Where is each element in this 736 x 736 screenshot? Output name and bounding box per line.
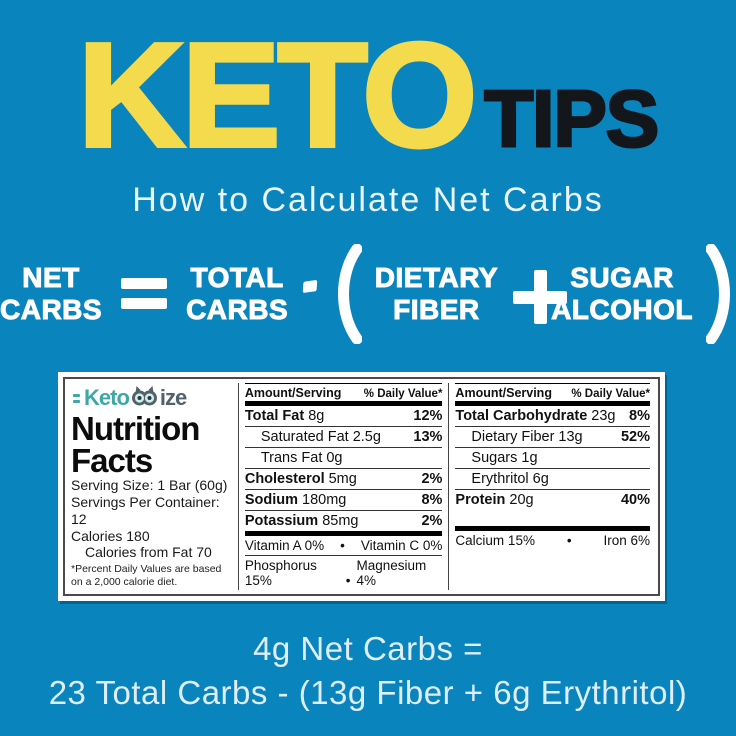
formula-net-line2: CARBS (0, 293, 103, 325)
logo-dashes-icon (73, 393, 80, 403)
close-paren-icon (706, 243, 736, 344)
row-erythritol: Erythritol 6g (455, 469, 651, 490)
ketowize-logo: Keto ize (71, 383, 232, 413)
nutrition-facts-title-line2: Facts (71, 441, 153, 479)
mid-header-amount: Amount/Serving (244, 385, 342, 400)
footnote: *Percent Daily Values are based on a 2,0… (71, 563, 232, 589)
logo-ize-text: ize (159, 385, 187, 411)
right-header-dv: % Daily Value* (571, 387, 651, 400)
row-vitamins-ac: Vitamin A 0% • Vitamin C 0% (244, 537, 443, 553)
row-potassium: Potassium 85mg 2% (244, 512, 443, 529)
example-calculation: 4g Net Carbs = 23 Total Carbs - (13g Fib… (0, 627, 736, 716)
row-sugars: Sugars 1g (455, 448, 651, 469)
example-line1: 4g Net Carbs = (253, 629, 483, 667)
plus-icon (513, 269, 568, 324)
footnote-line2: on a 2,000 calorie diet. (71, 576, 178, 589)
open-paren-icon (332, 243, 362, 344)
page-subtitle: How to Calculate Net Carbs (132, 180, 604, 219)
net-carbs-formula: NET CARBS TOTAL CARBS DIETARY FIBER SUGA… (0, 242, 736, 346)
nutrition-label-inner: Keto ize (63, 376, 660, 596)
logo-keto-text: Keto (84, 385, 130, 411)
nutrition-label: Keto ize (58, 371, 665, 601)
owl-icon (131, 385, 158, 412)
formula-total-line1: TOTAL (190, 262, 284, 294)
title-tips: TIPS (483, 74, 661, 163)
formula-alcohol-line1: SUGAR (570, 262, 674, 294)
formula-total-carbs: TOTAL CARBS (186, 262, 289, 325)
formula-net-carbs: NET CARBS (0, 262, 102, 325)
title-keto: KETO (76, 13, 479, 178)
serving-size: Serving Size: 1 Bar (60g) (71, 477, 228, 494)
row-cholesterol: Cholesterol 5mg 2% (244, 469, 443, 490)
thick-bar (244, 530, 443, 536)
row-phosphorus-magnesium: Phosphorus 15% • Magnesium 4% (244, 554, 443, 590)
row-trans-fat: Trans Fat 0g (244, 448, 443, 469)
row-dietary-fiber: Dietary Fiber 13g 52% (455, 427, 651, 448)
formula-total-line2: CARBS (186, 293, 289, 325)
mid-column-header: Amount/Serving % Daily Value* (244, 382, 443, 401)
label-right-column: Amount/Serving % Daily Value* Total Carb… (448, 382, 652, 590)
formula-net-line1: NET (22, 262, 80, 294)
calories: Calories 180 (71, 527, 150, 544)
mid-header-dv: % Daily Value* (363, 387, 443, 400)
formula-alcohol-line2: ALCOHOL (551, 293, 693, 325)
formula-sugar-alcohol: SUGAR ALCOHOL (551, 262, 693, 325)
row-saturated-fat: Saturated Fat 2.5g 13% (244, 427, 443, 448)
row-protein: Protein 20g 40% (455, 491, 651, 508)
row-total-carbohydrate: Total Carbohydrate 23g 8% (455, 406, 651, 427)
example-line2: 23 Total Carbs - (13g Fiber + 6g Erythri… (48, 674, 688, 712)
nutrition-facts-title-line1: Nutrition (71, 409, 200, 447)
row-total-fat: Total Fat 8g 12% (244, 406, 443, 427)
spacer (455, 510, 650, 526)
formula-fiber-line1: DIETARY (374, 262, 499, 294)
formula-fiber-line2: FIBER (393, 293, 480, 325)
right-header-amount: Amount/Serving (455, 385, 552, 400)
servings-per-container: Servings Per Container: 12 (71, 494, 220, 527)
title-row: KETO TIPS (0, 0, 736, 178)
label-middle-column: Amount/Serving % Daily Value* Total Fat 8… (237, 382, 449, 590)
footnote-line1: *Percent Daily Values are based (71, 563, 222, 576)
thick-bar (244, 400, 443, 406)
row-calcium-iron: Calcium 15% • Iron 6% (455, 532, 650, 548)
label-left-column: Keto ize (71, 383, 238, 590)
right-column-header: Amount/Serving % Daily Value* (455, 382, 651, 401)
minus-icon (302, 280, 318, 294)
formula-dietary-fiber: DIETARY FIBER (374, 262, 499, 325)
thick-bar (455, 525, 651, 531)
thick-bar (455, 400, 651, 406)
calories-from-fat: Calories from Fat 70 (85, 544, 212, 561)
equals-icon (121, 278, 168, 310)
row-sodium: Sodium 180mg 8% (244, 490, 443, 511)
